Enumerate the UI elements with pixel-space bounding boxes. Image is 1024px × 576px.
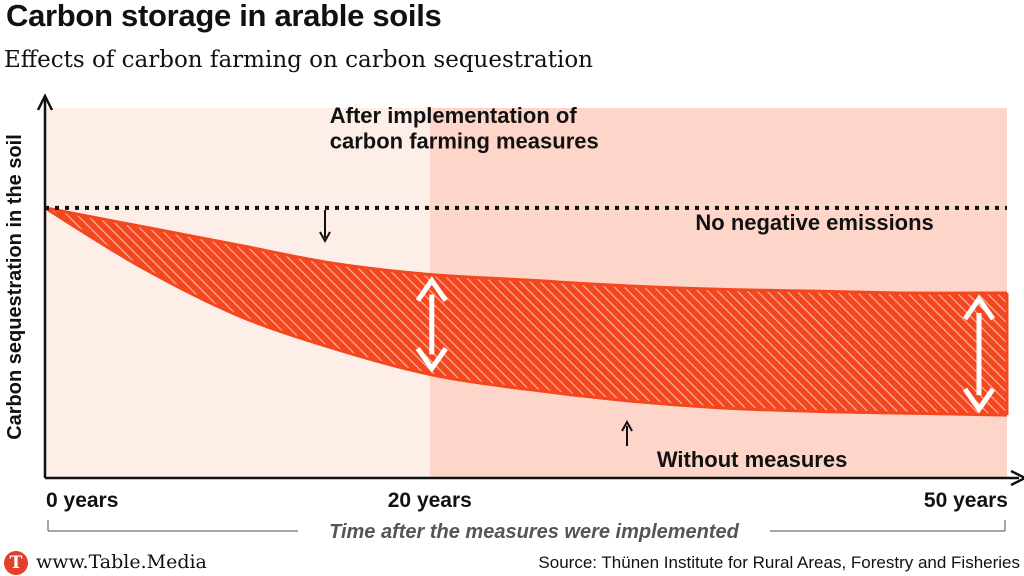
sequestration-gap-area xyxy=(45,207,1007,416)
annotation-carbon-farming-line2: carbon farming measures xyxy=(330,129,599,154)
y-axis-arrow-icon xyxy=(36,93,54,111)
chart-subtitle: Effects of carbon farming on carbon sequ… xyxy=(4,47,593,73)
x-tick-label: 50 years xyxy=(924,489,1008,512)
x-tick-label: 20 years xyxy=(388,489,472,512)
arrow-head-down-icon xyxy=(962,387,996,414)
annotation-carbon-farming-line1: After implementation of xyxy=(330,103,578,128)
pointer-up-icon xyxy=(621,419,633,432)
annotation-without-measures: Without measures xyxy=(657,447,848,472)
source-note: Source: Thünen Institute for Rural Areas… xyxy=(538,553,1020,572)
y-axis-label: Carbon sequestration in the soil xyxy=(4,134,26,440)
x-axis-arrow-icon xyxy=(1010,469,1024,487)
annotation-no-negative-emissions: No negative emissions xyxy=(695,210,933,235)
gap-arrow-20-years xyxy=(415,276,448,373)
arrow-head-up-icon xyxy=(415,276,448,302)
arrow-head-up-icon xyxy=(962,294,996,321)
x-tick-label: 0 years xyxy=(46,489,118,512)
x-axis-label: Time after the measures were implemented xyxy=(329,521,740,543)
table-media-logo-icon: T xyxy=(4,551,28,575)
pointer-down-icon xyxy=(319,231,331,244)
gap-arrow-50-years xyxy=(962,294,996,414)
series-line-without-measures xyxy=(44,206,1008,417)
chart-title: Carbon storage in arable soils xyxy=(6,0,442,33)
arrow-head-down-icon xyxy=(415,346,448,373)
series-line-carbon-farming xyxy=(44,206,1008,295)
site-link[interactable]: www.Table.Media xyxy=(36,551,207,573)
